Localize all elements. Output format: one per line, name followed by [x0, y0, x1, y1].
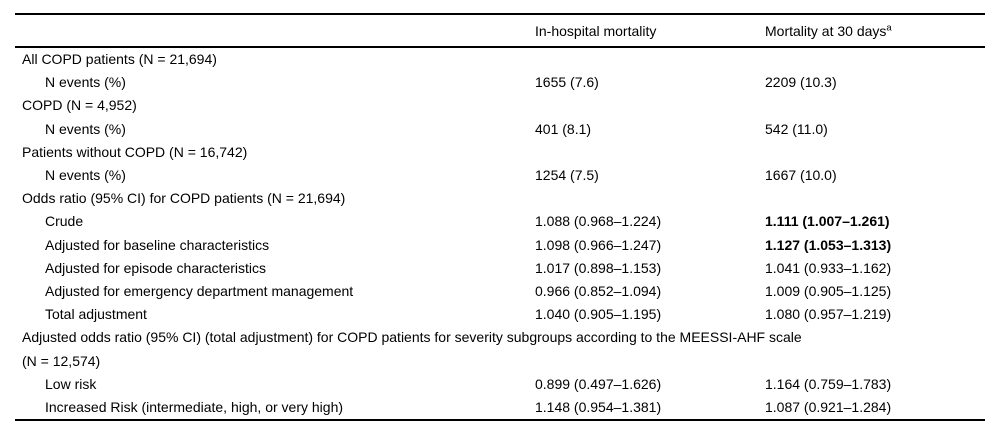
row-label: Low risk [45, 375, 97, 392]
value-30day: 1.164 (0.759–1.783) [765, 375, 892, 392]
value-30day: 542 (11.0) [765, 120, 828, 137]
value-inhospital: 1.148 (0.954–1.381) [535, 399, 662, 416]
value-30day: 2209 (10.3) [765, 74, 837, 91]
value-30day: 1.127 (1.053–1.313) [765, 236, 892, 253]
col-header-empty [15, 14, 535, 48]
footnote-marker-a: a [886, 21, 892, 33]
value-30day: 1.009 (0.905–1.125) [765, 283, 892, 300]
row-label: Total adjustment [45, 306, 147, 323]
col-header-inhospital-mortality: In-hospital mortality [535, 14, 765, 48]
row-label: N events (%) [45, 74, 126, 91]
row-label: Adjusted for episode characteristics [45, 259, 266, 276]
row-label: Adjusted for baseline characteristics [45, 236, 270, 253]
row-crude: Crude 1.088 (0.968–1.224) 1.111 (1.007–1… [15, 210, 985, 233]
row-adjusted-ed-management: Adjusted for emergency department manage… [15, 280, 985, 303]
copd-mortality-table: In-hospital mortality Mortality at 30 da… [15, 13, 985, 422]
value-inhospital: 1.088 (0.968–1.224) [535, 213, 662, 230]
row-low-risk: Low risk 0.899 (0.497–1.626) 1.164 (0.75… [15, 373, 985, 396]
row-label: Adjusted odds ratio (95% CI) (total adju… [15, 326, 985, 372]
row-label-line2: (N = 12,574) [22, 352, 101, 369]
row-n-events-all: N events (%) 1655 (7.6) 2209 (10.3) [15, 71, 985, 94]
row-adjusted-episode: Adjusted for episode characteristics 1.0… [15, 257, 985, 280]
row-label: N events (%) [45, 167, 126, 184]
value-inhospital: 0.899 (0.497–1.626) [535, 375, 662, 392]
row-n-events-copd: N events (%) 401 (8.1) 542 (11.0) [15, 118, 985, 141]
row-label: N events (%) [45, 120, 126, 137]
value-30day: 1.111 (1.007–1.261) [765, 213, 890, 230]
row-adjusted-baseline: Adjusted for baseline characteristics 1.… [15, 234, 985, 257]
row-label-line1: Adjusted odds ratio (95% CI) (total adju… [22, 329, 802, 346]
value-inhospital: 1.098 (0.966–1.247) [535, 236, 662, 253]
value-30day: 1667 (10.0) [765, 167, 837, 184]
row-total-adjustment: Total adjustment 1.040 (0.905–1.195) 1.0… [15, 303, 985, 326]
row-label: Increased Risk (intermediate, high, or v… [45, 399, 344, 416]
value-inhospital: 1254 (7.5) [535, 167, 599, 184]
value-inhospital: 1.017 (0.898–1.153) [535, 259, 662, 276]
row-patients-without-copd: Patients without COPD (N = 16,742) [15, 141, 985, 164]
col-header-mortality-30-days: Mortality at 30 daysa [765, 14, 985, 48]
row-label: Odds ratio (95% CI) for COPD patients (N… [22, 190, 346, 207]
value-30day: 1.080 (0.957–1.219) [765, 306, 892, 323]
row-odds-ratio-group: Odds ratio (95% CI) for COPD patients (N… [15, 187, 985, 210]
value-inhospital: 401 (8.1) [535, 120, 592, 137]
row-label: Adjusted for emergency department manage… [45, 283, 354, 300]
header-row: In-hospital mortality Mortality at 30 da… [15, 14, 985, 48]
row-increased-risk: Increased Risk (intermediate, high, or v… [15, 396, 985, 420]
value-30day: 1.041 (0.933–1.162) [765, 259, 892, 276]
value-30day: 1.087 (0.921–1.284) [765, 399, 892, 416]
row-copd: COPD (N = 4,952) [15, 94, 985, 117]
row-all-copd-patients: All COPD patients (N = 21,694) [15, 47, 985, 71]
value-inhospital: 1.040 (0.905–1.195) [535, 306, 662, 323]
value-inhospital: 1655 (7.6) [535, 74, 599, 91]
row-label: COPD (N = 4,952) [22, 97, 137, 114]
row-label: Patients without COPD (N = 16,742) [22, 143, 248, 160]
row-n-events-without-copd: N events (%) 1254 (7.5) 1667 (10.0) [15, 164, 985, 187]
row-adjusted-or-severity-group: Adjusted odds ratio (95% CI) (total adju… [15, 326, 985, 372]
row-label: All COPD patients (N = 21,694) [22, 51, 217, 67]
col-header-mortality-30-days-label: Mortality at 30 days [765, 22, 887, 39]
row-label: Crude [45, 213, 84, 230]
value-inhospital: 0.966 (0.852–1.094) [535, 283, 662, 300]
